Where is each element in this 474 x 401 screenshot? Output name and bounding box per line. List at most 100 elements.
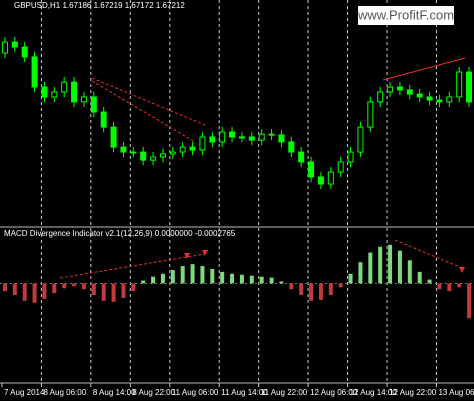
candle-body: [367, 101, 374, 128]
histogram-bar: [318, 283, 323, 300]
histogram-bar: [200, 266, 205, 284]
signal-arrows: [184, 250, 465, 273]
indicator-title: MACD Divergence Indicator v2.1(12,26,9) …: [4, 229, 236, 238]
candle-body: [11, 41, 18, 48]
x-tick-label: 12 Aug 14:00: [350, 388, 398, 397]
histogram-bar: [230, 273, 235, 284]
candle-body: [110, 126, 117, 148]
candle-body: [189, 146, 196, 151]
histogram-bar: [269, 277, 274, 284]
candle-body: [209, 136, 216, 143]
candle-body: [466, 71, 473, 103]
candle-body: [120, 146, 127, 153]
candle-body: [436, 99, 443, 103]
candle-body: [169, 151, 176, 155]
candle-body: [100, 111, 107, 128]
candle-body: [219, 131, 226, 143]
candle-body: [199, 136, 206, 151]
histogram-bar: [101, 283, 106, 301]
histogram-bar: [220, 271, 225, 284]
candle-body: [90, 96, 97, 113]
histogram-bar: [62, 283, 67, 289]
price-title: GBPUSD,H1 1.67186 1.67219 1.67172 1.6721…: [14, 1, 185, 10]
candle-body: [268, 133, 275, 136]
candle-body: [61, 81, 68, 93]
histogram-bar: [388, 244, 393, 284]
candle-body: [357, 126, 364, 153]
x-tick-label: 12 Aug 06:00: [310, 388, 358, 397]
candle-body: [317, 176, 324, 185]
candle-body: [347, 151, 354, 163]
histogram-bar: [111, 283, 116, 302]
candle-body: [446, 96, 453, 103]
candle-body: [179, 146, 186, 153]
x-tick-label: 12 Aug 22:00: [389, 388, 437, 397]
histogram-bar: [348, 273, 353, 284]
candle-body: [140, 151, 147, 161]
histogram-bar: [170, 269, 175, 284]
histogram-bar: [12, 283, 17, 296]
histogram-bar: [42, 283, 47, 299]
arrow: [202, 250, 208, 256]
histogram-bar: [81, 283, 86, 290]
x-tick-label: 8 Aug 14:00: [93, 388, 136, 397]
histogram-bar: [22, 283, 27, 301]
x-tick-label: 8 Aug 06:00: [43, 388, 86, 397]
divergence-line: [59, 253, 206, 279]
candle-body: [416, 93, 423, 98]
histogram-bar: [72, 283, 77, 287]
x-tick-label: 7 Aug 2014: [4, 388, 45, 397]
divergence-line: [394, 239, 463, 269]
histogram-bar: [328, 283, 333, 296]
divergence-line: [382, 57, 466, 81]
candle-body: [130, 151, 137, 154]
candle-body: [387, 86, 394, 93]
histogram-bar: [457, 283, 462, 288]
candle-body: [456, 71, 463, 98]
histogram-bar: [397, 250, 402, 284]
histogram-bar: [447, 283, 452, 292]
histogram-bar: [338, 283, 343, 288]
histogram-bar: [210, 268, 215, 284]
candle-body: [406, 89, 413, 95]
histogram-bar: [131, 283, 136, 292]
candle-body: [288, 141, 295, 153]
histogram-bar: [437, 283, 442, 290]
histogram-bar: [407, 260, 412, 284]
candle-body: [21, 46, 28, 58]
histogram-bar: [239, 274, 244, 284]
x-tick-label: 13 Aug 06:00: [438, 388, 474, 397]
candle-body: [51, 91, 58, 98]
candle-body: [150, 156, 157, 161]
histogram-bar: [180, 266, 185, 284]
arrow: [459, 267, 465, 273]
histogram-bar: [2, 283, 7, 292]
candle-body: [337, 161, 344, 173]
candle-body: [426, 96, 433, 101]
histogram-bar: [309, 283, 314, 301]
divergence-line: [91, 77, 206, 126]
candle-body: [327, 171, 334, 185]
x-tick-label: 11 Aug 06:00: [172, 388, 219, 397]
candle-body: [80, 96, 87, 103]
candle-body: [248, 136, 255, 141]
candle-body: [298, 151, 305, 163]
candle-body: [377, 91, 384, 103]
candle-body: [71, 81, 78, 103]
candle-body: [278, 134, 285, 143]
histogram-bar: [32, 283, 37, 303]
histogram-bar: [249, 275, 254, 284]
candle-body: [308, 161, 315, 178]
candle-body: [238, 136, 245, 139]
x-tick-label: 11 Aug 22:00: [261, 388, 308, 397]
histogram-bar: [259, 276, 264, 284]
candle-body: [159, 153, 166, 158]
candle-body: [229, 131, 236, 138]
candle-body: [31, 56, 38, 88]
candle-body: [41, 86, 48, 98]
x-tick-label: 11 Aug 14:00: [221, 388, 268, 397]
histogram-bar: [151, 276, 156, 284]
